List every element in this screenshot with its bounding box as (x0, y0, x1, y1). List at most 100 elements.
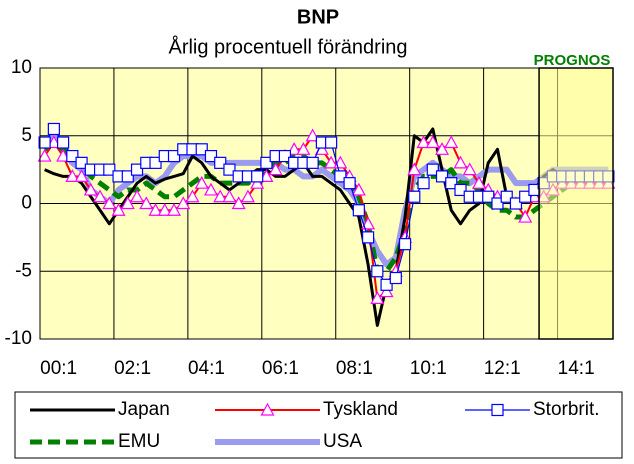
marker (157, 203, 172, 216)
marker (454, 183, 467, 197)
marker (149, 156, 162, 169)
marker (389, 271, 402, 285)
marker (195, 143, 208, 156)
marker (278, 149, 292, 163)
marker (47, 122, 60, 136)
marker (379, 284, 394, 298)
marker (74, 169, 89, 182)
marker (352, 204, 365, 217)
marker (148, 203, 163, 216)
marker (103, 163, 116, 176)
marker (435, 170, 449, 183)
chart-title: BNP (297, 6, 339, 28)
legend-label: EMU (118, 431, 160, 452)
marker (416, 135, 431, 149)
marker (435, 142, 450, 155)
marker (325, 136, 338, 149)
series-line (42, 132, 609, 268)
marker (93, 189, 108, 203)
marker (519, 190, 532, 203)
y-tick-label: 5 (21, 125, 32, 146)
x-tick-label: 02:1 (114, 358, 151, 379)
marker (66, 149, 79, 163)
marker (380, 278, 393, 291)
marker (213, 189, 228, 203)
marker (296, 142, 311, 155)
marker (444, 135, 459, 149)
marker (120, 196, 135, 210)
marker (351, 182, 366, 196)
marker (240, 189, 255, 203)
marker (491, 197, 504, 210)
marker (37, 148, 52, 162)
marker (268, 162, 283, 176)
marker (370, 291, 385, 304)
x-tick-label: 00:1 (40, 358, 77, 379)
marker (223, 163, 236, 176)
marker (408, 190, 421, 203)
marker (65, 169, 80, 182)
x-tick-label: 10:1 (410, 358, 447, 379)
y-tick-label: 10 (11, 57, 32, 78)
forecast-region (538, 67, 614, 340)
marker (407, 162, 422, 176)
marker (194, 175, 209, 189)
marker (203, 182, 218, 196)
marker (176, 196, 191, 210)
marker (83, 182, 98, 196)
marker (214, 156, 227, 169)
legend-label: USA (323, 431, 362, 452)
chart-subtitle: Årlig procentuell förändring (168, 35, 407, 58)
marker (527, 189, 542, 203)
marker (343, 177, 356, 190)
annotation: PROGNOS (534, 52, 611, 69)
x-tick-label: 14:1 (558, 358, 595, 379)
marker (56, 148, 71, 162)
marker (482, 190, 495, 203)
marker (462, 162, 477, 176)
marker (38, 136, 51, 149)
legend-box (14, 391, 623, 459)
marker (250, 175, 265, 189)
marker (121, 170, 134, 183)
x-tick-label: 06:1 (262, 358, 299, 379)
marker (167, 149, 181, 163)
marker (287, 142, 302, 155)
marker (231, 196, 246, 210)
marker (371, 265, 384, 278)
marker (361, 231, 375, 244)
marker (166, 203, 182, 216)
marker (491, 403, 504, 417)
marker (75, 156, 88, 169)
marker (204, 149, 218, 163)
marker (518, 209, 533, 223)
marker (509, 197, 523, 210)
x-tick-label: 04:1 (188, 358, 225, 379)
marker (445, 177, 458, 190)
marker (57, 136, 70, 149)
marker (425, 135, 440, 149)
marker (46, 135, 61, 149)
marker (185, 189, 200, 203)
x-tick-label: 12:1 (484, 358, 521, 379)
marker (324, 155, 339, 169)
marker (260, 402, 275, 416)
legend-label: Japan (118, 399, 170, 420)
x-tick-label: 08:1 (336, 358, 373, 379)
marker (259, 169, 274, 182)
y-tick-label: -5 (15, 260, 32, 281)
marker (251, 170, 264, 183)
plot-border (39, 67, 614, 340)
legend-label: Tyskland (323, 399, 398, 420)
marker (417, 177, 430, 190)
marker (361, 216, 376, 230)
marker (130, 163, 144, 176)
marker (471, 175, 487, 189)
marker (305, 128, 320, 142)
marker (260, 156, 273, 169)
legend-label: Storbrit. (533, 399, 600, 420)
marker (139, 196, 154, 210)
marker (111, 203, 126, 216)
